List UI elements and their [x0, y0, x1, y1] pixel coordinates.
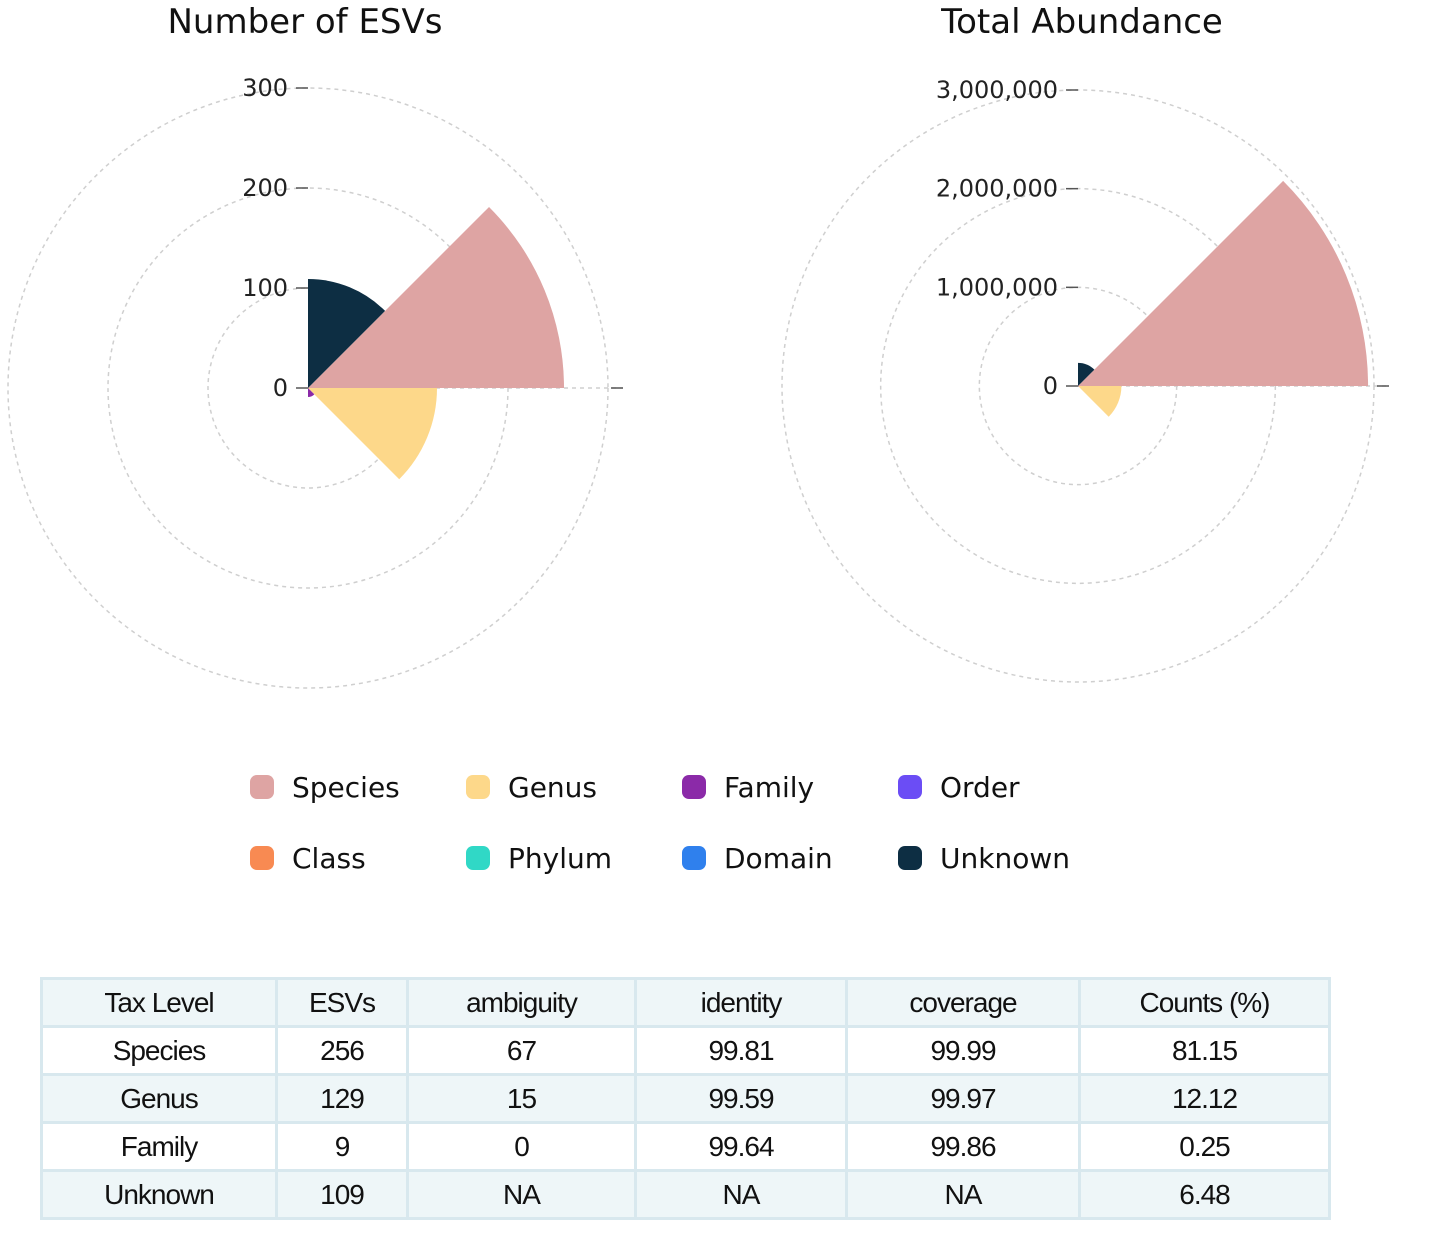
summary-table: Tax Level ESVs ambiguity identity coverage Co… — [40, 977, 1331, 1220]
legend: Species Genus Family Order Class Phylum Domain… — [250, 765, 1150, 895]
polar-charts: Number of ESVs 0 100 200 300 Total Abundance… — [7, 2, 1389, 689]
table-cell: 129 — [275, 1073, 409, 1124]
table-cell: Unknown — [40, 1169, 278, 1220]
wedge-species — [1078, 180, 1369, 386]
wedge-species — [308, 206, 564, 388]
legend-label: Order — [940, 770, 1020, 804]
table-header-cell: identity — [634, 977, 848, 1028]
wedge-unknown — [1078, 362, 1095, 386]
radial-tick-label: 2,000,000 — [936, 175, 1058, 203]
chart-title: Number of ESVs — [167, 2, 442, 42]
table-cell: 99.81 — [634, 1025, 848, 1076]
radial-tick-label: 300 — [242, 74, 288, 102]
table-cell: 256 — [275, 1025, 409, 1076]
table-cell: 12.12 — [1078, 1073, 1331, 1124]
legend-label: Class — [292, 841, 366, 875]
table-cell: 99.59 — [634, 1073, 848, 1124]
radial-tick-label: 100 — [242, 274, 288, 302]
legend-label: Phylum — [508, 841, 613, 875]
esv-count-polar-chart: Number of ESVs 0 100 200 300 — [7, 2, 623, 689]
table-row: Genus 129 15 99.59 99.97 12.12 — [40, 1073, 1331, 1124]
legend-label: Genus — [508, 770, 598, 804]
table-cell: 15 — [406, 1073, 637, 1124]
legend-swatch — [466, 846, 490, 870]
legend-item-genus[interactable]: Genus — [466, 767, 597, 807]
table-header-cell: Tax Level — [40, 977, 278, 1028]
table-cell: 6.48 — [1078, 1169, 1331, 1220]
wedge-genus — [308, 388, 437, 480]
table-cell: Genus — [40, 1073, 278, 1124]
legend-label: Unknown — [940, 841, 1070, 875]
legend-item-species[interactable]: Species — [250, 767, 400, 807]
legend-swatch — [466, 775, 490, 799]
legend-swatch — [682, 846, 706, 870]
legend-swatch — [250, 846, 274, 870]
table-cell: NA — [845, 1169, 1081, 1220]
table-cell: 99.64 — [634, 1121, 848, 1172]
legend-label: Species — [292, 770, 400, 804]
legend-label: Domain — [724, 841, 833, 875]
table-cell: 67 — [406, 1025, 637, 1076]
table-row: Unknown 109 NA NA NA 6.48 — [40, 1169, 1331, 1220]
table-header-cell: Counts (%) — [1078, 977, 1331, 1028]
table-cell: Family — [40, 1121, 278, 1172]
chart-title: Total Abundance — [940, 2, 1223, 42]
legend-item-phylum[interactable]: Phylum — [466, 838, 612, 878]
summary-table-container: Tax Level ESVs ambiguity identity coverage Co… — [40, 977, 1331, 1220]
table-cell: NA — [406, 1169, 637, 1220]
wedge-unknown — [308, 279, 386, 388]
table-cell: 0.25 — [1078, 1121, 1331, 1172]
legend-label: Family — [724, 770, 815, 804]
radial-tick-label: 200 — [242, 174, 288, 202]
radial-tick-label: 0 — [273, 374, 288, 402]
table-header-row: Tax Level ESVs ambiguity identity coverage Co… — [40, 977, 1331, 1028]
table-cell: 99.86 — [845, 1121, 1081, 1172]
table-header-cell: coverage — [845, 977, 1081, 1028]
wedge-family — [308, 388, 315, 397]
table-cell: 81.15 — [1078, 1025, 1331, 1076]
table-cell: 99.97 — [845, 1073, 1081, 1124]
radial-tick-label: 0 — [1043, 372, 1058, 400]
table-cell: 99.99 — [845, 1025, 1081, 1076]
legend-swatch — [898, 846, 922, 870]
radial-tick-label: 1,000,000 — [936, 273, 1058, 301]
legend-swatch — [250, 775, 274, 799]
table-header-cell: ESVs — [275, 977, 409, 1028]
abundance-polar-chart: Total Abundance 0 1,000,000 2,000,000 3,000,… — [781, 2, 1389, 683]
wedge-genus — [1078, 386, 1122, 417]
legend-item-unknown[interactable]: Unknown — [898, 838, 1070, 878]
legend-item-class[interactable]: Class — [250, 838, 366, 878]
table-row: Family 9 0 99.64 99.86 0.25 — [40, 1121, 1331, 1172]
table-body: Species 256 67 99.81 99.99 81.15 Genus 129 15 99.… — [40, 1025, 1331, 1220]
legend-item-order[interactable]: Order — [898, 767, 1020, 807]
legend-swatch — [898, 775, 922, 799]
table-row: Species 256 67 99.81 99.99 81.15 — [40, 1025, 1331, 1076]
legend-item-family[interactable]: Family — [682, 767, 814, 807]
table-header-cell: ambiguity — [406, 977, 637, 1028]
legend-item-domain[interactable]: Domain — [682, 838, 833, 878]
radial-tick-label: 3,000,000 — [936, 76, 1058, 104]
table-cell: 109 — [275, 1169, 409, 1220]
wedge-family — [1078, 386, 1079, 387]
table-cell: NA — [634, 1169, 848, 1220]
legend-swatch — [682, 775, 706, 799]
table-cell: 9 — [275, 1121, 409, 1172]
table-cell: 0 — [406, 1121, 637, 1172]
table-cell: Species — [40, 1025, 278, 1076]
